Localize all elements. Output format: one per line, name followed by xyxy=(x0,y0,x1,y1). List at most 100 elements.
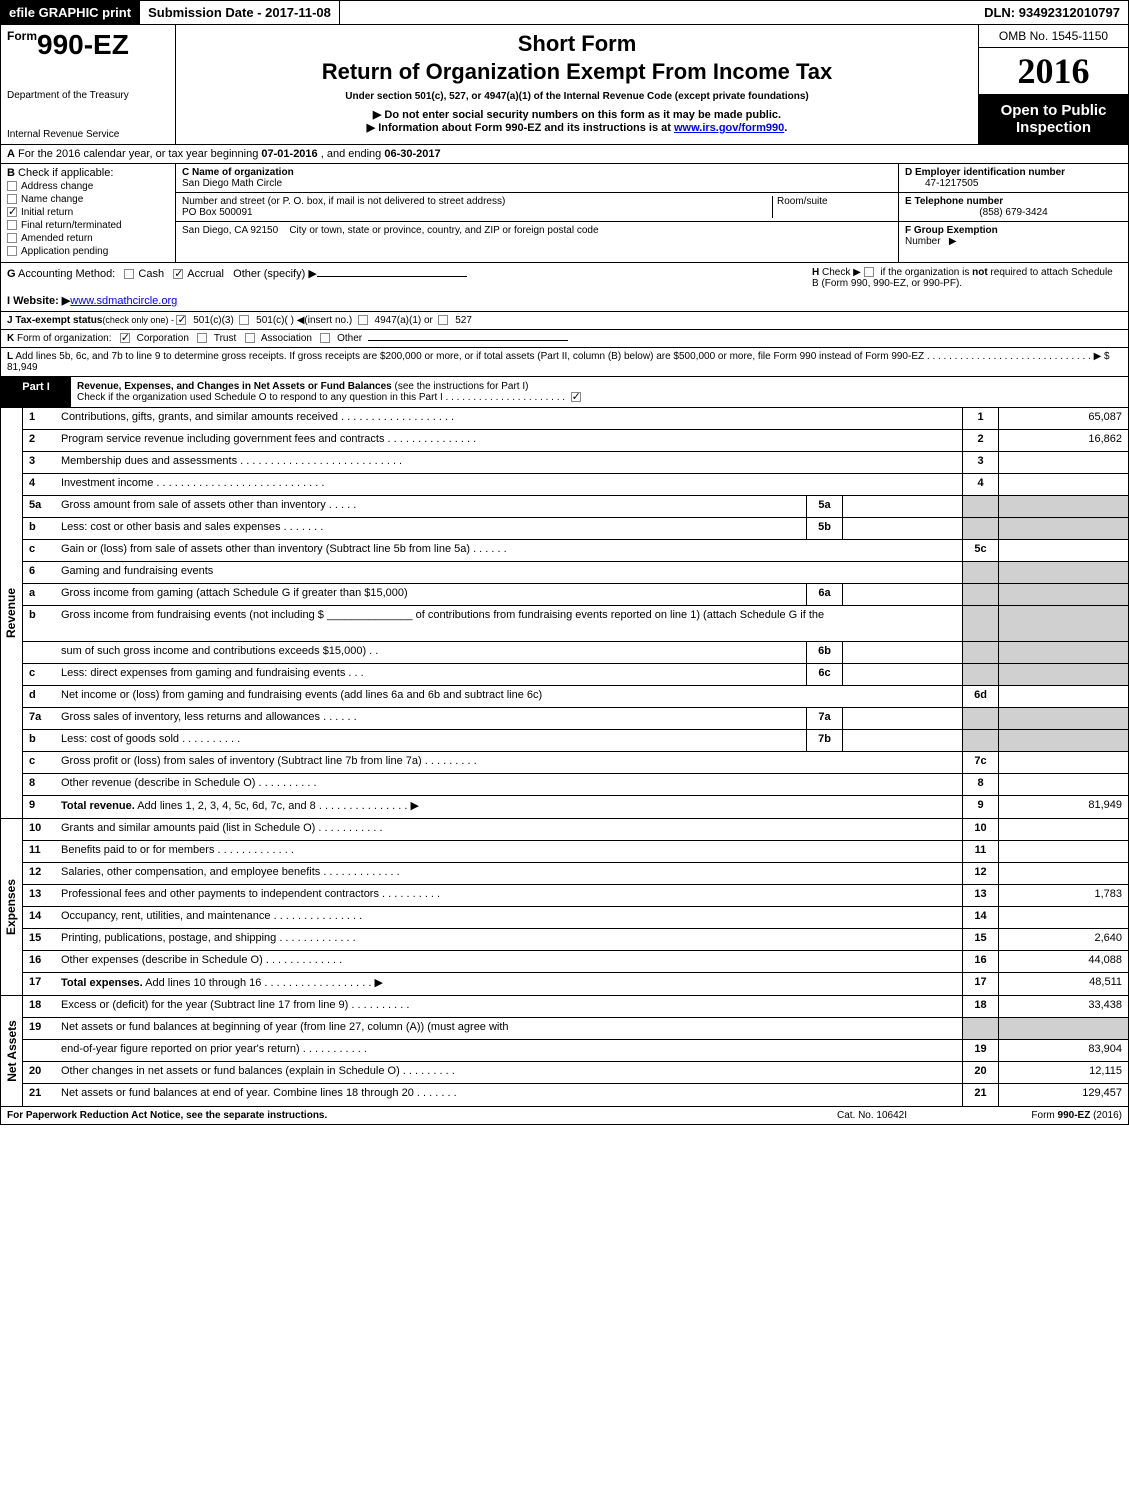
h-not: not xyxy=(972,267,988,278)
schedule-o-checkbox[interactable] xyxy=(571,392,581,402)
table-row: cGain or (loss) from sale of assets othe… xyxy=(23,540,1128,562)
check-box[interactable] xyxy=(7,207,17,217)
table-row: cLess: direct expenses from gaming and f… xyxy=(23,664,1128,686)
open-to-public: Open to PublicInspection xyxy=(979,94,1128,144)
line-value: 2,640 xyxy=(998,929,1128,950)
4947-checkbox[interactable] xyxy=(358,315,368,325)
line-number: b xyxy=(23,518,57,539)
other-input[interactable] xyxy=(317,276,467,277)
label-j: J Tax-exempt status xyxy=(7,315,102,326)
shade-val xyxy=(998,1018,1128,1039)
part-1-sub: (see the instructions for Part I) xyxy=(392,381,529,392)
line-value xyxy=(998,752,1128,773)
cash-label: Cash xyxy=(138,268,164,280)
line-ref: 16 xyxy=(962,951,998,972)
spacer xyxy=(340,1,976,24)
shade-val xyxy=(998,708,1128,729)
dln-value: 93492312010797 xyxy=(1019,5,1120,20)
other-org-input[interactable] xyxy=(368,340,568,341)
grid-b-f: B Check if applicable: Address changeNam… xyxy=(1,164,1128,262)
accrual-checkbox[interactable] xyxy=(173,269,183,279)
line-number: 19 xyxy=(23,1018,57,1039)
line-number: 9 xyxy=(23,796,57,818)
line-ref: 20 xyxy=(962,1062,998,1083)
revenue-section: Revenue 1Contributions, gifts, grants, a… xyxy=(0,408,1129,819)
room-col: Room/suite xyxy=(772,196,892,218)
line-ref: 15 xyxy=(962,929,998,950)
shade-cell xyxy=(962,664,998,685)
line-ref: 12 xyxy=(962,863,998,884)
col-b: B Check if applicable: Address changeNam… xyxy=(1,164,176,262)
527-checkbox[interactable] xyxy=(438,315,448,325)
shade-cell xyxy=(962,642,998,663)
line-desc: end-of-year figure reported on prior yea… xyxy=(57,1040,962,1061)
check-item: Application pending xyxy=(7,246,169,257)
net-side-label: Net Assets xyxy=(1,996,23,1106)
line-value: 81,949 xyxy=(998,796,1128,818)
shade-val xyxy=(998,664,1128,685)
line-ref: 8 xyxy=(962,774,998,795)
line-value: 1,783 xyxy=(998,885,1128,906)
501c-checkbox[interactable] xyxy=(239,315,249,325)
4947-label: 4947(a)(1) or xyxy=(375,315,433,326)
check-box[interactable] xyxy=(7,246,17,256)
line-ref: 19 xyxy=(962,1040,998,1061)
line-number: c xyxy=(23,664,57,685)
shade-cell xyxy=(962,584,998,605)
check-item: Name change xyxy=(7,194,169,205)
check-box[interactable] xyxy=(7,220,17,230)
cell-e: E Telephone number (858) 679-3424 xyxy=(899,193,1128,222)
other-org-checkbox[interactable] xyxy=(320,333,330,343)
sub-line-val xyxy=(842,584,962,605)
table-row: aGross income from gaming (attach Schedu… xyxy=(23,584,1128,606)
j-sub: (check only one) - xyxy=(102,315,176,325)
check-box[interactable] xyxy=(7,181,17,191)
check-item: Final return/terminated xyxy=(7,220,169,231)
table-row: 1Contributions, gifts, grants, and simil… xyxy=(23,408,1128,430)
c-label: C Name of organization xyxy=(182,167,294,178)
line-value xyxy=(998,819,1128,840)
corp-checkbox[interactable] xyxy=(120,333,130,343)
omb-number: OMB No. 1545-1150 xyxy=(979,25,1128,48)
line-number: b xyxy=(23,730,57,751)
h-checkbox[interactable] xyxy=(864,267,874,277)
line-number: c xyxy=(23,752,57,773)
table-row: 16Other expenses (describe in Schedule O… xyxy=(23,951,1128,973)
line-desc: Printing, publications, postage, and shi… xyxy=(57,929,962,950)
cash-checkbox[interactable] xyxy=(124,269,134,279)
revenue-side-label: Revenue xyxy=(1,408,23,818)
submission-date: Submission Date - 2017-11-08 xyxy=(140,1,340,24)
sub-date-label: Submission Date - xyxy=(148,5,265,20)
line-desc: Gross income from gaming (attach Schedul… xyxy=(57,584,806,605)
table-row: bGross income from fundraising events (n… xyxy=(23,606,1128,642)
line-value xyxy=(998,540,1128,561)
line-desc: Benefits paid to or for members . . . . … xyxy=(57,841,962,862)
line-number: 8 xyxy=(23,774,57,795)
line-number: 18 xyxy=(23,996,57,1017)
check-box[interactable] xyxy=(7,194,17,204)
line-desc: Less: direct expenses from gaming and fu… xyxy=(57,664,806,685)
col-c: C Name of organization San Diego Math Ci… xyxy=(176,164,898,262)
ein-value: 47-1217505 xyxy=(905,178,978,189)
print-button[interactable]: efile GRAPHIC print xyxy=(1,1,140,24)
check-box[interactable] xyxy=(7,233,17,243)
cell-c-name: C Name of organization San Diego Math Ci… xyxy=(176,164,898,193)
sub-line-num: 5b xyxy=(806,518,842,539)
open-line1: Open to Public xyxy=(1001,102,1107,119)
table-row: 17Total expenses. Add lines 10 through 1… xyxy=(23,973,1128,995)
topbar: efile GRAPHIC print Submission Date - 20… xyxy=(0,0,1129,25)
year-end: 06-30-2017 xyxy=(384,148,440,160)
org-name: San Diego Math Circle xyxy=(182,178,282,189)
assoc-checkbox[interactable] xyxy=(245,333,255,343)
trust-checkbox[interactable] xyxy=(197,333,207,343)
line-value xyxy=(998,686,1128,707)
sub-line-num: 6a xyxy=(806,584,842,605)
501c3-checkbox[interactable] xyxy=(176,315,186,325)
irs-link[interactable]: www.irs.gov/form990 xyxy=(674,122,784,134)
d-label: D Employer identification number xyxy=(905,167,1065,178)
sub-date-value: 2017-11-08 xyxy=(265,5,331,20)
revenue-rows: 1Contributions, gifts, grants, and simil… xyxy=(23,408,1128,818)
line-desc: Excess or (deficit) for the year (Subtra… xyxy=(57,996,962,1017)
h-text2: if the organization is xyxy=(878,267,973,278)
website-link[interactable]: www.sdmathcircle.org xyxy=(70,295,177,307)
